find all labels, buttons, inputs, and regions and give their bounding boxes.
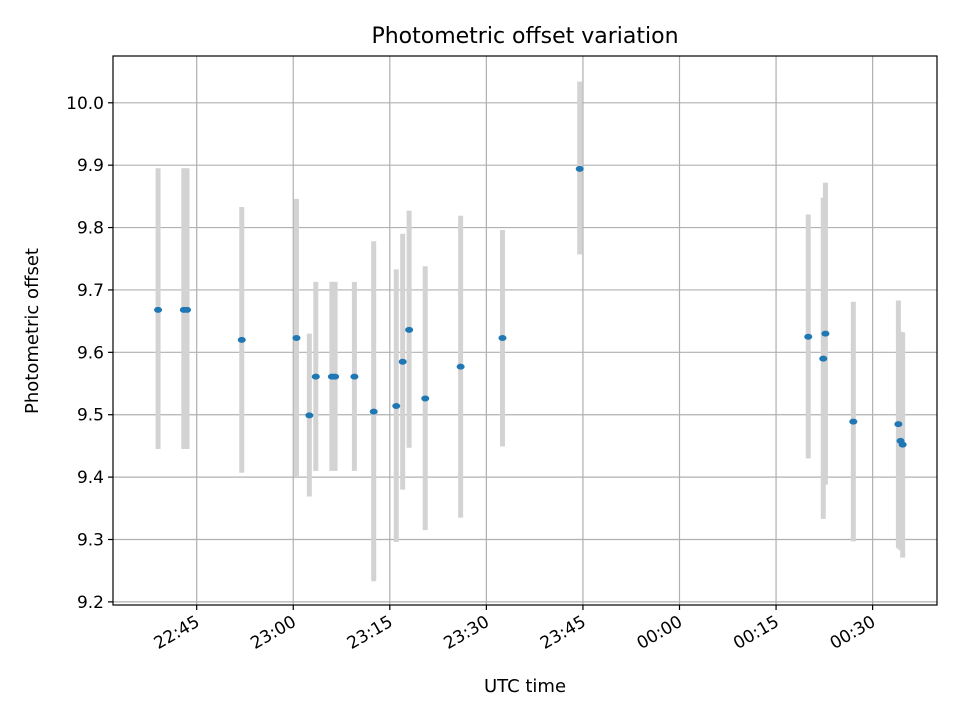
y-tick-label: 10.0	[66, 94, 104, 114]
data-point	[305, 412, 314, 419]
data-point	[498, 334, 507, 341]
data-point	[575, 165, 584, 172]
y-tick-label: 9.4	[77, 468, 104, 488]
data-point	[237, 336, 246, 343]
y-axis-label: Photometric offset	[22, 248, 43, 414]
data-point	[292, 334, 301, 341]
y-tick-label: 9.3	[77, 530, 104, 550]
y-tick-label: 9.2	[77, 593, 104, 613]
plot-frame	[112, 55, 938, 606]
y-tick-label: 9.6	[77, 343, 104, 363]
data-point	[392, 402, 401, 409]
data-point	[898, 441, 907, 448]
data-point	[849, 418, 858, 425]
data-point	[331, 373, 340, 380]
y-tick-label: 9.5	[77, 406, 104, 426]
data-point	[819, 355, 828, 362]
data-point	[405, 326, 414, 333]
grid-lines	[113, 56, 937, 605]
data-point	[350, 373, 359, 380]
data-point	[421, 395, 430, 402]
data-points	[154, 165, 907, 448]
y-axis-ticks: 9.2 9.3 9.4 9.5 9.6 9.7 9.8 9.9 10.0	[66, 94, 113, 613]
chart-title: Photometric offset variation	[371, 24, 678, 49]
x-axis-label: UTC time	[484, 676, 566, 697]
y-tick-label: 9.7	[77, 281, 104, 301]
data-point	[804, 333, 813, 340]
data-point	[154, 306, 163, 313]
data-point	[183, 306, 192, 313]
y-tick-label: 9.8	[77, 219, 104, 239]
data-point	[456, 363, 465, 370]
data-point	[398, 358, 407, 365]
data-point	[894, 421, 903, 428]
data-point	[369, 408, 378, 415]
data-point	[311, 373, 320, 380]
data-point	[821, 330, 830, 337]
y-tick-label: 9.9	[77, 156, 104, 176]
